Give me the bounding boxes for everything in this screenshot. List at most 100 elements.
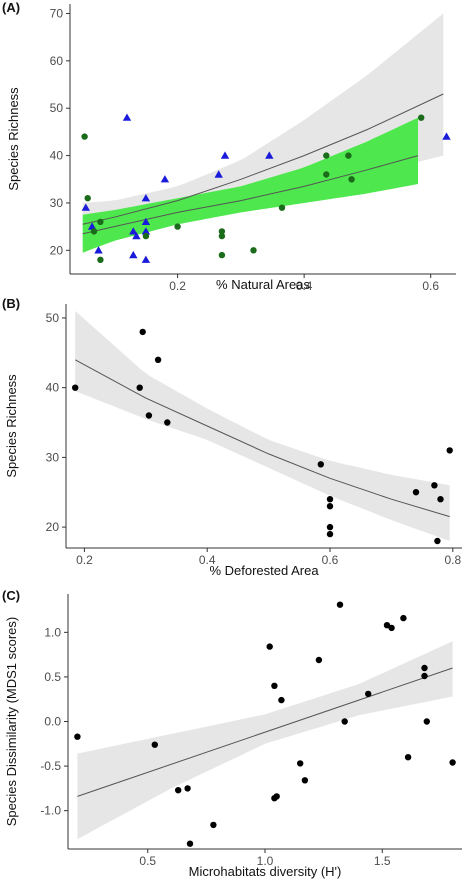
panel-a-ci-band-1 <box>82 117 418 253</box>
panel-a-point-s1-11 <box>278 204 286 211</box>
panel-a-point-s1-5 <box>142 232 150 240</box>
panel-b-x-tick-label-0: 0.2 <box>76 553 93 567</box>
panel-a-point-s0-7 <box>141 194 151 202</box>
panel-b-point-s0-3 <box>145 412 153 419</box>
panel-a-point-s1-7 <box>218 228 226 235</box>
panel-a-point-s0-11 <box>160 175 170 183</box>
panel-c-x-tick-label-0: 0.5 <box>139 854 156 868</box>
panel-a-point-s1-13 <box>323 171 330 178</box>
panel-b-y-tick-label-3: 50 <box>46 311 60 325</box>
panel-c-y-axis-label: Species Dissimilarity (MDS1 scores) <box>4 617 19 826</box>
panel-b-y-tick-label-2: 40 <box>46 381 60 395</box>
panel-c-ci-band-0 <box>77 641 453 840</box>
panel-c-point-s0-12 <box>301 777 309 784</box>
panel-a-point-s1-3 <box>97 256 104 263</box>
panel-b-y-tick-label-0: 20 <box>46 520 60 534</box>
panel-b-point-s0-15 <box>446 447 453 454</box>
panel-c-point-s0-21 <box>421 664 428 672</box>
panel-a-fit-line-0 <box>82 93 444 225</box>
panel-c-x-axis-label: Microhabitats diversity (H') <box>189 864 342 879</box>
panel-b-ci-band-0 <box>75 311 450 541</box>
panel-c-point-s0-19 <box>400 614 407 622</box>
panel-a-point-s0-15 <box>442 132 451 140</box>
panel-a-point-s1-9 <box>218 251 226 259</box>
panel-c-point-s0-20 <box>404 754 412 761</box>
panel-c-point-s0-10 <box>278 696 285 704</box>
panel-c-label: (C) <box>2 588 20 603</box>
panel-a-fit-line-1 <box>82 155 419 235</box>
panel-c-x-tick-label-2: 1.5 <box>374 854 391 868</box>
panel-c-y-tick-label-1: -0.5 <box>40 759 61 773</box>
panel-c-y-tick-label-3: 0.5 <box>44 670 61 684</box>
panel-a-point-s0-12 <box>214 170 223 178</box>
panel-a-point-s0-0 <box>81 203 90 211</box>
panel-a-y-tick-label-0: 20 <box>50 243 64 257</box>
panel-a-point-s1-14 <box>345 152 352 159</box>
panel-a-point-s0-4 <box>129 227 138 235</box>
panel-a-point-s1-6 <box>174 223 181 230</box>
panel-b-point-s0-4 <box>154 356 162 363</box>
panel-b-y-axis-label: Species Richness <box>4 374 19 478</box>
panel-c-point-s0-3 <box>184 785 191 792</box>
panel-c-point-s0-11 <box>297 760 304 767</box>
panel-b-point-s0-2 <box>139 328 146 336</box>
panel-b-y-tick-label-1: 30 <box>46 450 60 464</box>
panel-c-x-tick-label-1: 1.0 <box>257 854 274 868</box>
panel-c-point-s0-23 <box>423 718 430 725</box>
panel-c-y-tick-label-4: 1.0 <box>44 625 61 639</box>
panel-a-y-tick-label-5: 70 <box>50 6 64 20</box>
panel-a-point-s1-12 <box>323 152 330 159</box>
panel-b-point-s0-1 <box>136 384 143 391</box>
panel-b-label: (B) <box>2 296 20 311</box>
panel-b-x-tick-label-3: 0.8 <box>444 553 461 567</box>
panel-b-fit-line-0 <box>74 359 450 518</box>
panel-b: 0.2 0.4 0.6 0.8 20 30 40 50 (B) % Deforested Ar… <box>2 296 462 578</box>
panel-b-point-s0-12 <box>431 482 438 489</box>
panel-c-y-tick-label-0: -1.0 <box>40 804 61 818</box>
panel-b-point-s0-0 <box>72 384 79 391</box>
panel-a-point-s0-3 <box>122 113 132 121</box>
panel-b-point-s0-5 <box>164 419 171 426</box>
panel-c-point-s0-22 <box>421 672 428 680</box>
panel-a-point-s1-10 <box>250 247 257 254</box>
panel-a-y-tick-label-3: 50 <box>50 101 64 115</box>
panel-a-point-s1-4 <box>97 218 104 226</box>
panel-a-point-s0-8 <box>141 217 151 225</box>
panel-b-x-tick-label-2: 0.6 <box>322 553 339 567</box>
panel-a-point-s1-1 <box>84 195 91 202</box>
panel-a-point-s1-2 <box>90 228 98 235</box>
panel-c-point-s0-1 <box>151 741 158 748</box>
panel-c-point-s0-2 <box>175 787 182 794</box>
panel-a-x-tick-label-2: 0.6 <box>422 279 439 293</box>
panel-a-point-s1-15 <box>348 176 355 183</box>
panel-c-point-s0-24 <box>449 759 456 766</box>
panel-b-point-s0-10 <box>326 530 334 538</box>
panel-a-y-axis-label: Species Richness <box>6 87 21 191</box>
panel-a-point-s0-13 <box>220 151 230 159</box>
panel-b-point-s0-9 <box>326 523 334 531</box>
panel-c-point-s0-4 <box>186 840 194 847</box>
panel-a: 0.2 0.4 0.6 20 30 40 50 60 70 (A) % Natural Area… <box>0 0 474 300</box>
panel-a-point-s0-5 <box>129 250 138 259</box>
panel-a-point-s0-6 <box>132 231 141 240</box>
panel-b-point-s0-6 <box>317 461 324 468</box>
panel-c-point-s0-0 <box>74 733 81 740</box>
panel-b-point-s0-8 <box>326 503 334 510</box>
panel-a-x-tick-label-1: 0.4 <box>296 279 313 293</box>
panel-a-point-s0-1 <box>87 222 97 230</box>
panel-c-point-s0-16 <box>365 690 372 698</box>
panel-b-x-tick-label-1: 0.4 <box>199 553 216 567</box>
panel-a-ci-band-0 <box>82 13 444 246</box>
panel-b-point-s0-14 <box>437 496 444 503</box>
panel-a-x-axis-label: % Natural Areas <box>216 277 310 292</box>
panel-c-point-s0-7 <box>271 682 278 689</box>
panel-c-point-s0-18 <box>388 624 395 632</box>
panel-b-x-axis-label: % Deforested Area <box>209 563 319 578</box>
panel-c-point-s0-15 <box>341 718 348 725</box>
panel-a-point-s1-8 <box>218 232 226 240</box>
panel-a-y-tick-label-1: 30 <box>50 196 64 210</box>
panel-a-x-tick-label-0: 0.2 <box>169 279 186 293</box>
panel-b-point-s0-13 <box>434 537 441 545</box>
panel-b-point-s0-11 <box>412 489 420 496</box>
